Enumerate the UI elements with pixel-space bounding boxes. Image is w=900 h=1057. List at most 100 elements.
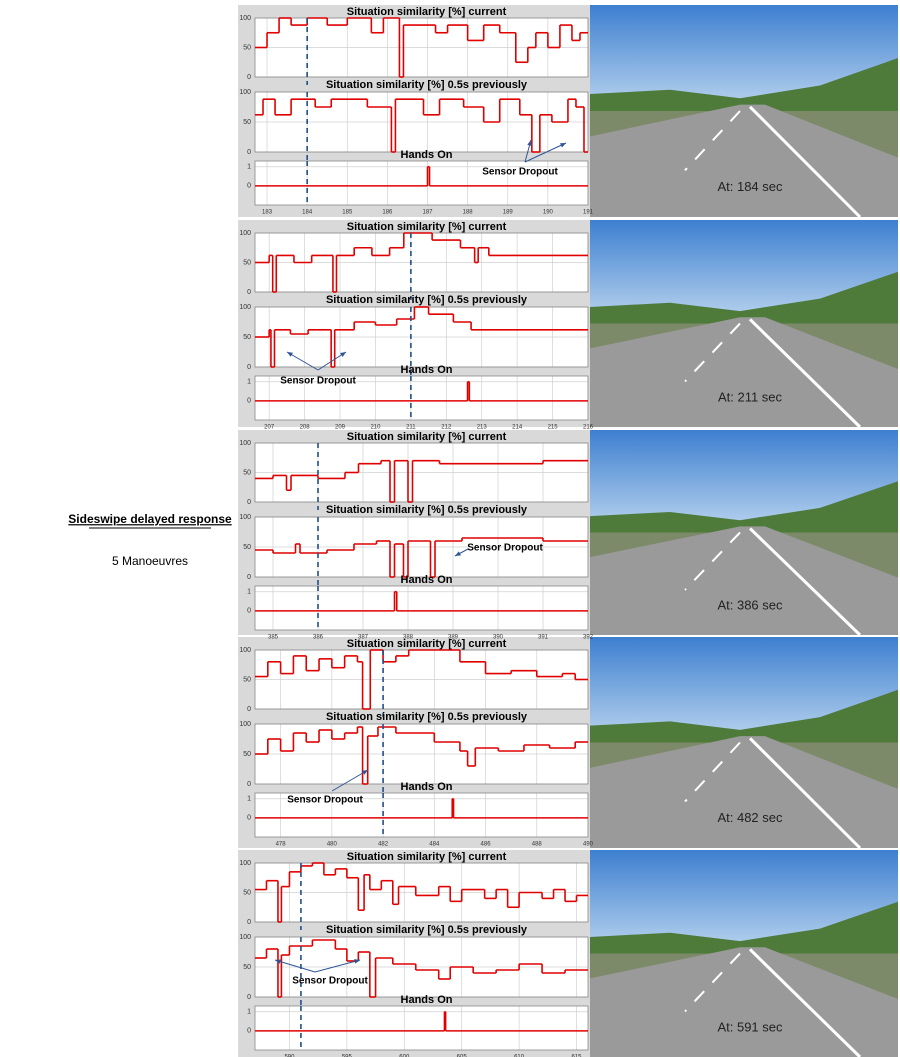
chart-title: Hands On <box>401 364 453 376</box>
chart-title: Situation similarity [%] current <box>347 431 507 443</box>
annotation: Sensor Dropout <box>287 795 363 806</box>
x-tick-label: 185 <box>342 210 353 216</box>
y-tick-label: 0 <box>247 398 251 405</box>
x-tick-label: 187 <box>423 210 434 216</box>
chart-title: Situation similarity [%] 0.5s previously <box>326 924 528 936</box>
y-tick-label: 0 <box>247 149 251 156</box>
x-tick-label: 482 <box>378 842 389 848</box>
y-tick-label: 0 <box>247 499 251 506</box>
photo-caption: At: 386 sec <box>717 598 783 613</box>
x-tick-label: 490 <box>583 842 594 848</box>
y-tick-label: 50 <box>243 469 251 476</box>
x-tick-label: 209 <box>335 425 346 431</box>
y-tick-label: 50 <box>243 889 251 896</box>
x-tick-label: 216 <box>583 425 594 431</box>
chart-title: Situation similarity [%] current <box>347 221 507 233</box>
annotation: Sensor Dropout <box>467 543 543 554</box>
y-tick-label: 50 <box>243 259 251 266</box>
y-tick-label: 100 <box>239 89 251 96</box>
x-tick-label: 385 <box>268 635 279 641</box>
chart-title: Situation similarity [%] 0.5s previously <box>326 711 528 723</box>
x-tick-label: 215 <box>548 425 559 431</box>
x-tick-label: 213 <box>477 425 488 431</box>
x-tick-label: 392 <box>583 635 594 641</box>
x-tick-label: 386 <box>313 635 324 641</box>
plot-area <box>255 586 588 630</box>
x-tick-label: 190 <box>543 210 554 216</box>
y-tick-label: 0 <box>247 706 251 713</box>
y-tick-label: 100 <box>239 440 251 447</box>
y-tick-label: 1 <box>247 796 251 803</box>
x-tick-label: 212 <box>441 425 452 431</box>
y-tick-label: 100 <box>239 15 251 22</box>
y-tick-label: 100 <box>239 304 251 311</box>
annotation: Sensor Dropout <box>292 976 368 987</box>
photo-caption: At: 591 sec <box>717 1019 783 1034</box>
y-tick-label: 0 <box>247 289 251 296</box>
y-tick-label: 50 <box>243 44 251 51</box>
y-tick-label: 50 <box>243 751 251 758</box>
chart-title: Hands On <box>401 574 453 586</box>
y-tick-label: 50 <box>243 119 251 126</box>
chart-title: Situation similarity [%] 0.5s previously <box>326 504 528 516</box>
photo-caption: At: 211 sec <box>718 389 783 404</box>
y-tick-label: 50 <box>243 676 251 683</box>
y-tick-label: 0 <box>247 1028 251 1035</box>
x-tick-label: 184 <box>302 210 313 216</box>
chart-title: Situation similarity [%] current <box>347 6 507 18</box>
x-tick-label: 207 <box>264 425 275 431</box>
x-tick-label: 208 <box>300 425 311 431</box>
heading: Sideswipe delayed response <box>68 512 232 526</box>
x-tick-label: 488 <box>532 842 543 848</box>
y-tick-label: 100 <box>239 860 251 867</box>
chart-title: Situation similarity [%] current <box>347 851 507 863</box>
x-tick-label: 188 <box>463 210 474 216</box>
y-tick-label: 50 <box>243 964 251 971</box>
chart-title: Hands On <box>401 149 453 161</box>
annotation: Sensor Dropout <box>280 376 356 387</box>
x-tick-label: 189 <box>503 210 514 216</box>
y-tick-label: 1 <box>247 589 251 596</box>
x-tick-label: 486 <box>481 842 492 848</box>
chart-title: Hands On <box>401 994 453 1006</box>
x-tick-label: 391 <box>538 635 549 641</box>
x-tick-label: 484 <box>429 842 440 848</box>
x-tick-label: 480 <box>327 842 338 848</box>
y-tick-label: 0 <box>247 781 251 788</box>
photo-caption: At: 184 sec <box>717 179 783 194</box>
annotation: Sensor Dropout <box>482 167 558 178</box>
y-tick-label: 100 <box>239 230 251 237</box>
y-tick-label: 1 <box>247 164 251 171</box>
slide: Sideswipe delayed response 5 Manoeuvres … <box>0 0 900 1057</box>
x-tick-label: 191 <box>583 210 594 216</box>
y-tick-label: 1 <box>247 379 251 386</box>
y-tick-label: 0 <box>247 919 251 926</box>
chart-title: Situation similarity [%] 0.5s previously <box>326 294 528 306</box>
chart-title: Situation similarity [%] 0.5s previously <box>326 79 528 91</box>
page: Sideswipe delayed response 5 Manoeuvres … <box>0 0 900 1057</box>
y-tick-label: 100 <box>239 934 251 941</box>
y-tick-label: 1 <box>247 1009 251 1016</box>
y-tick-label: 50 <box>243 334 251 341</box>
x-tick-label: 211 <box>406 425 416 431</box>
chart-title: Situation similarity [%] current <box>347 638 507 650</box>
y-tick-label: 100 <box>239 721 251 728</box>
y-tick-label: 100 <box>239 647 251 654</box>
plot-area <box>255 1006 588 1050</box>
y-tick-label: 0 <box>247 574 251 581</box>
x-tick-label: 183 <box>262 210 273 216</box>
y-tick-label: 0 <box>247 994 251 1001</box>
y-tick-label: 0 <box>247 815 251 822</box>
y-tick-label: 0 <box>247 364 251 371</box>
y-tick-label: 50 <box>243 544 251 551</box>
y-tick-label: 0 <box>247 608 251 615</box>
x-tick-label: 186 <box>382 210 393 216</box>
x-tick-label: 214 <box>512 425 523 431</box>
photo-caption: At: 482 sec <box>717 810 783 825</box>
y-tick-label: 0 <box>247 74 251 81</box>
y-tick-label: 100 <box>239 514 251 521</box>
subheading: 5 Manoeuvres <box>112 554 188 568</box>
x-tick-label: 210 <box>370 425 381 431</box>
y-tick-label: 0 <box>247 183 251 190</box>
x-tick-label: 478 <box>276 842 287 848</box>
